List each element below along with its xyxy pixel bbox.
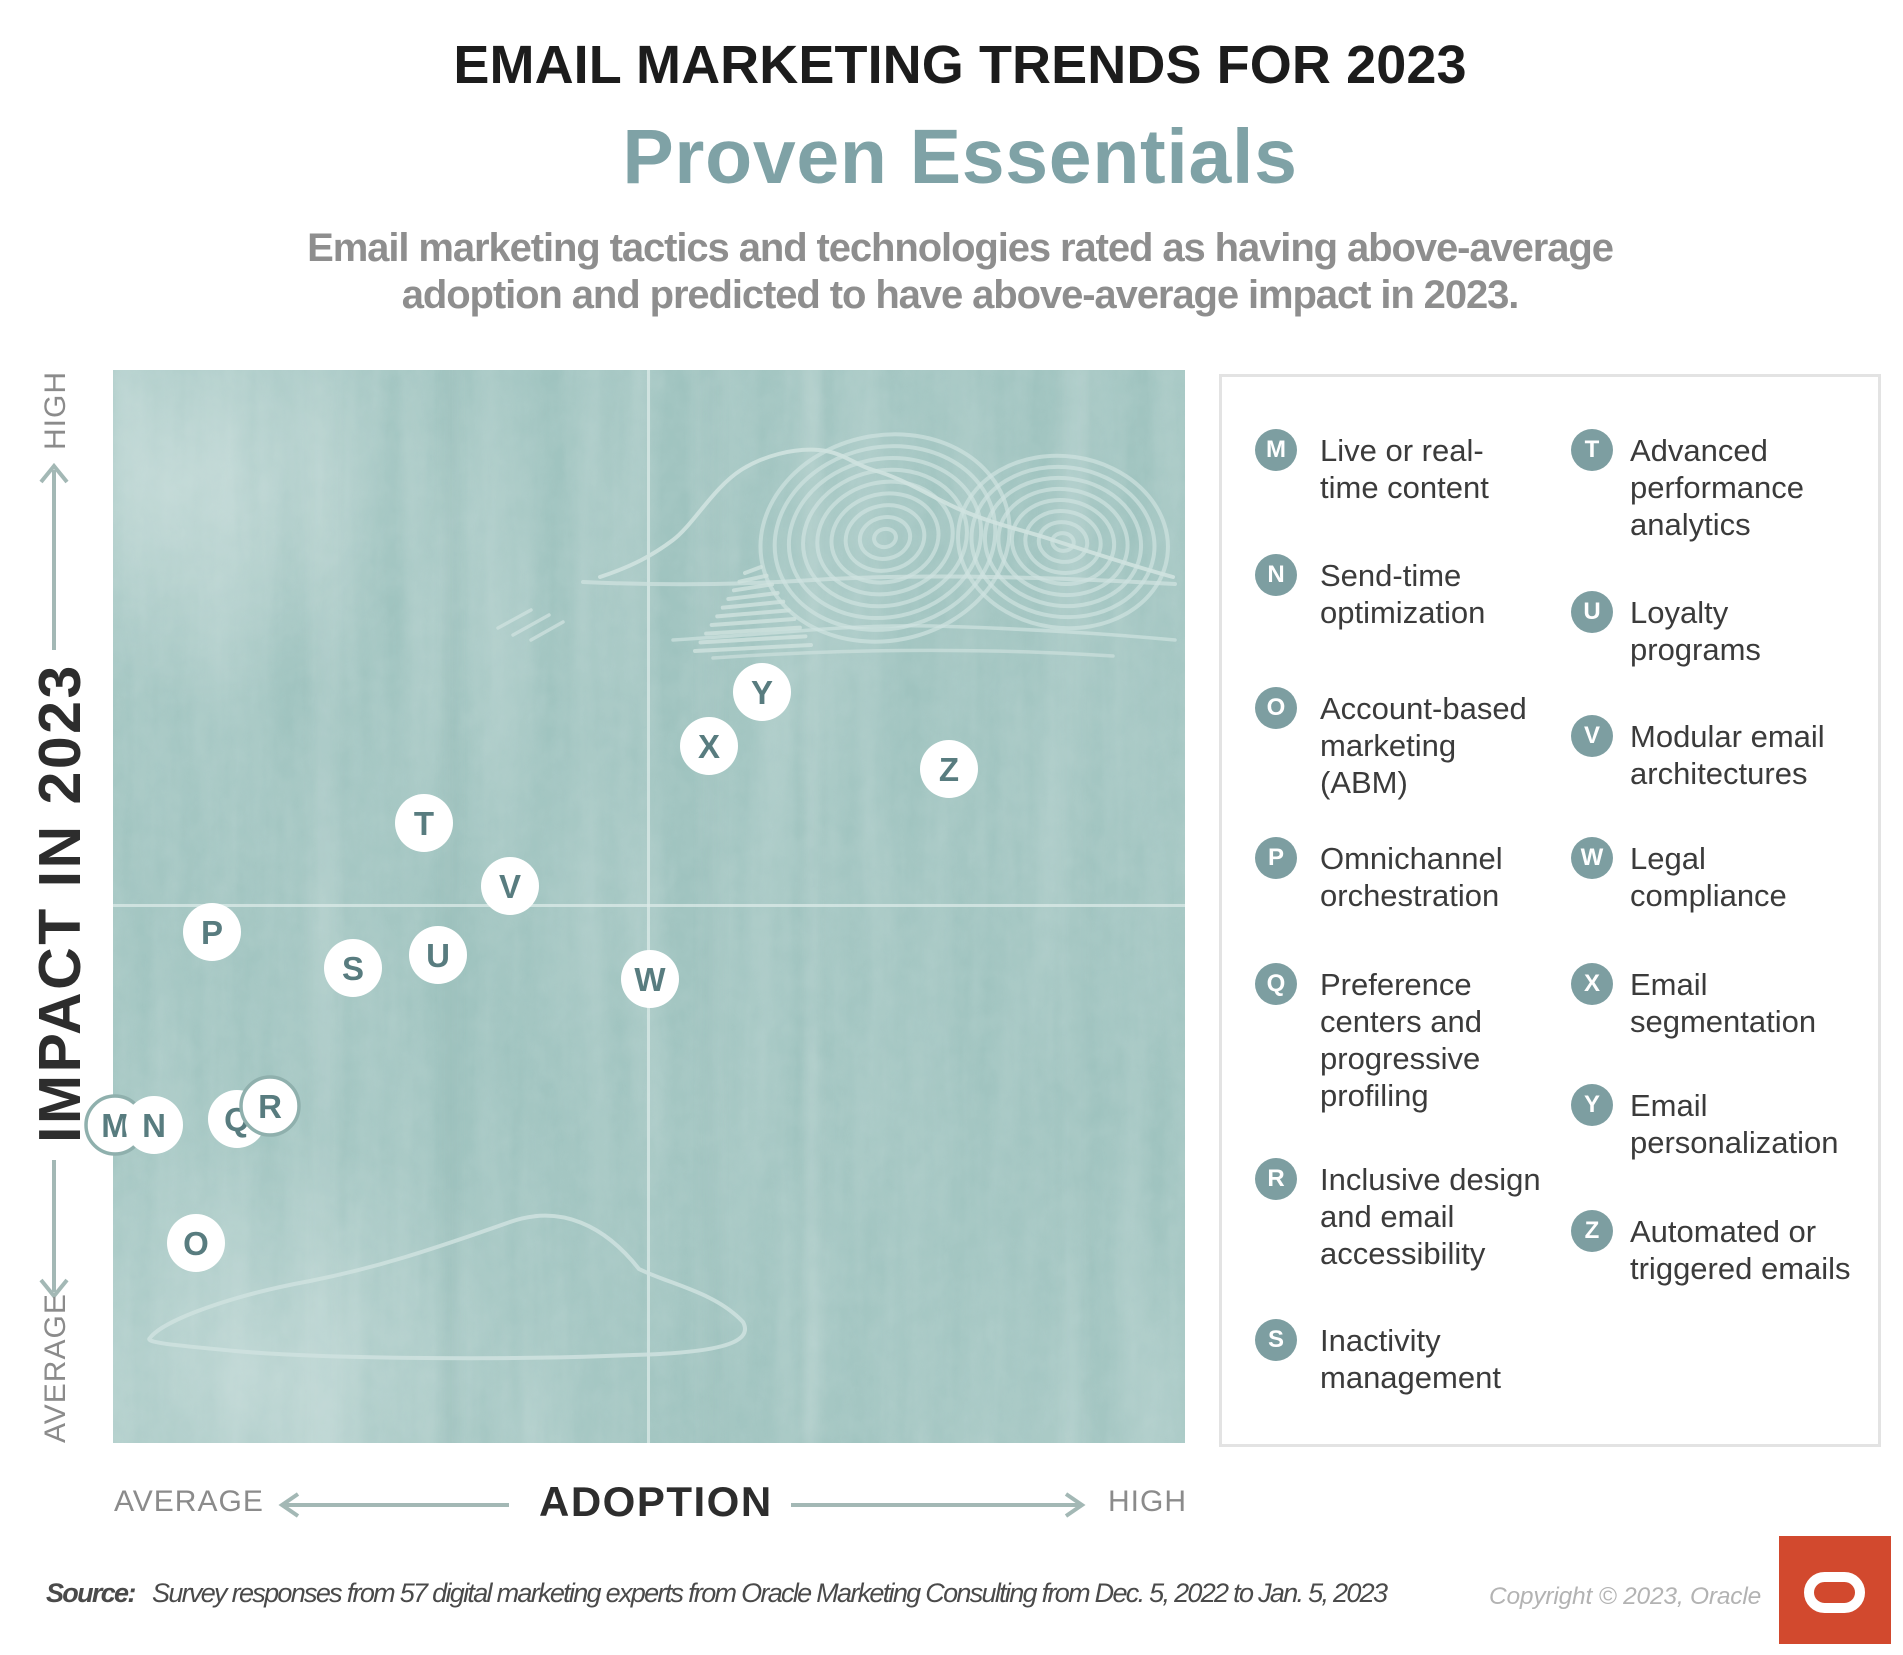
svg-text:T: T [414, 805, 434, 842]
svg-text:Y: Y [751, 674, 773, 711]
svg-text:R: R [258, 1088, 282, 1125]
svg-text:U: U [426, 937, 450, 974]
svg-text:M: M [101, 1107, 129, 1144]
svg-text:V: V [499, 868, 521, 905]
svg-text:N: N [142, 1107, 166, 1144]
svg-text:Z: Z [939, 751, 959, 788]
svg-text:P: P [201, 914, 223, 951]
svg-text:X: X [698, 728, 720, 765]
svg-text:O: O [183, 1225, 209, 1262]
svg-text:W: W [634, 961, 666, 998]
svg-text:S: S [342, 950, 364, 987]
